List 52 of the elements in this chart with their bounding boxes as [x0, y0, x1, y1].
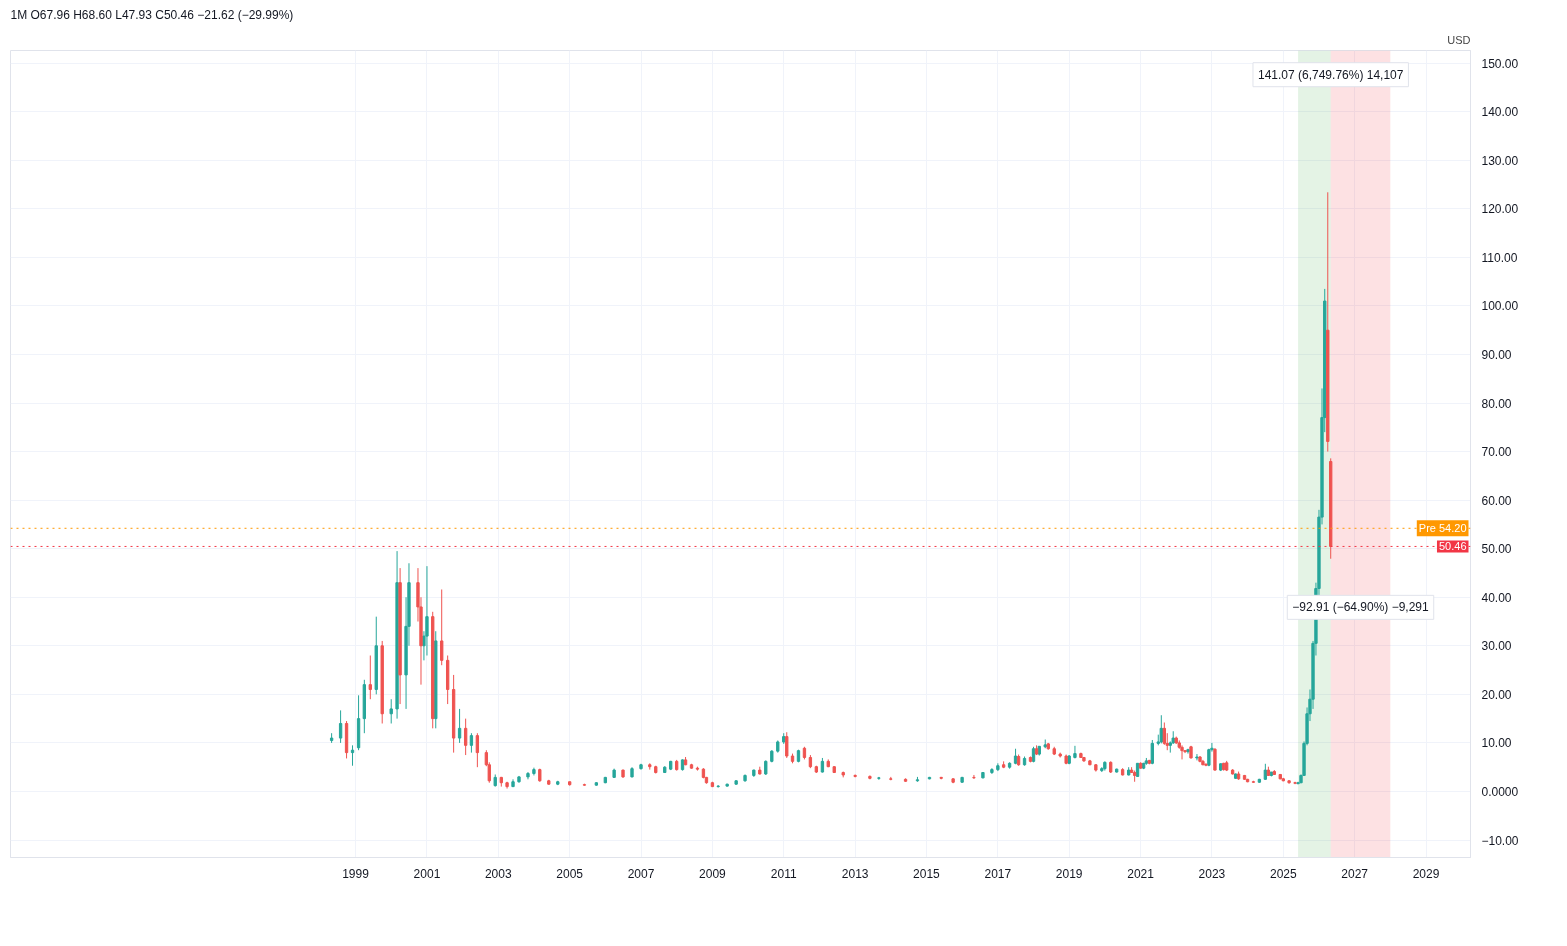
x-tick-label: 2019 — [1055, 866, 1083, 881]
y-tick-label: 110.00 — [1481, 250, 1518, 265]
candlestick — [338, 709, 343, 744]
candlestick — [457, 708, 462, 744]
y-tick-label: 150.00 — [1481, 56, 1519, 71]
y-tick-label: 100.00 — [1481, 299, 1519, 314]
y-tick-label: 30.00 — [1481, 639, 1512, 654]
x-tick-label: 1999 — [342, 866, 370, 881]
x-tick-label: 2001 — [413, 866, 441, 881]
x-tick-label: 2021 — [1127, 866, 1155, 881]
candlestick — [463, 718, 468, 756]
x-tick-label: 2013 — [841, 866, 869, 881]
candlestick — [1213, 747, 1217, 772]
candlestick — [1073, 745, 1077, 759]
y-tick-label: 140.00 — [1481, 105, 1519, 120]
candlestick — [350, 744, 355, 767]
y-tick-label: 90.00 — [1481, 347, 1512, 362]
x-tick-label: 2005 — [556, 866, 584, 881]
y-tick-label: 0.0000 — [1481, 784, 1519, 799]
y-tick-label: 60.00 — [1481, 493, 1512, 508]
x-tick-label: 2029 — [1412, 866, 1440, 881]
chart-title: 1M O67.96 H68.60 L47.93 C50.46 −21.62 (−29.99%) — [10, 7, 294, 22]
ref-line-label: 50.46 — [1438, 540, 1467, 553]
y-tick-label: −10.00 — [1481, 833, 1519, 848]
y-tick-label: 40.00 — [1481, 590, 1512, 605]
annotation: −92.91 (−64.90%) −9,291 — [1292, 600, 1430, 615]
x-tick-label: 2023 — [1198, 866, 1226, 881]
y-tick-label: 80.00 — [1481, 396, 1512, 411]
x-tick-label: 2007 — [627, 866, 655, 881]
ref-line-label: Pre 54.20 — [1418, 522, 1467, 535]
x-tick-label: 2003 — [484, 866, 512, 881]
y-tick-label: 70.00 — [1481, 445, 1512, 460]
y-tick-label: 120.00 — [1481, 202, 1519, 217]
annotation: 141.07 (6,749.76%) 14,107 — [1257, 67, 1404, 82]
y-tick-label: 20.00 — [1481, 687, 1512, 702]
candlestick — [972, 774, 976, 780]
candlestick — [440, 588, 444, 666]
y-axis-title: USD — [1447, 33, 1471, 46]
x-tick-label: 2011 — [770, 866, 797, 881]
x-tick-label: 2015 — [913, 866, 941, 881]
candlestick — [368, 655, 372, 700]
x-tick-label: 2009 — [699, 866, 727, 881]
candlestick — [389, 698, 393, 724]
candlestick — [425, 565, 429, 657]
x-tick-label: 2025 — [1269, 866, 1297, 881]
y-tick-label: 10.00 — [1481, 736, 1512, 751]
candlestick — [475, 732, 480, 768]
y-tick-label: 130.00 — [1481, 153, 1519, 168]
y-tick-label: 50.00 — [1481, 542, 1512, 557]
x-tick-label: 2027 — [1341, 866, 1369, 881]
x-tick-label: 2017 — [984, 866, 1012, 881]
candlestick — [469, 732, 474, 754]
